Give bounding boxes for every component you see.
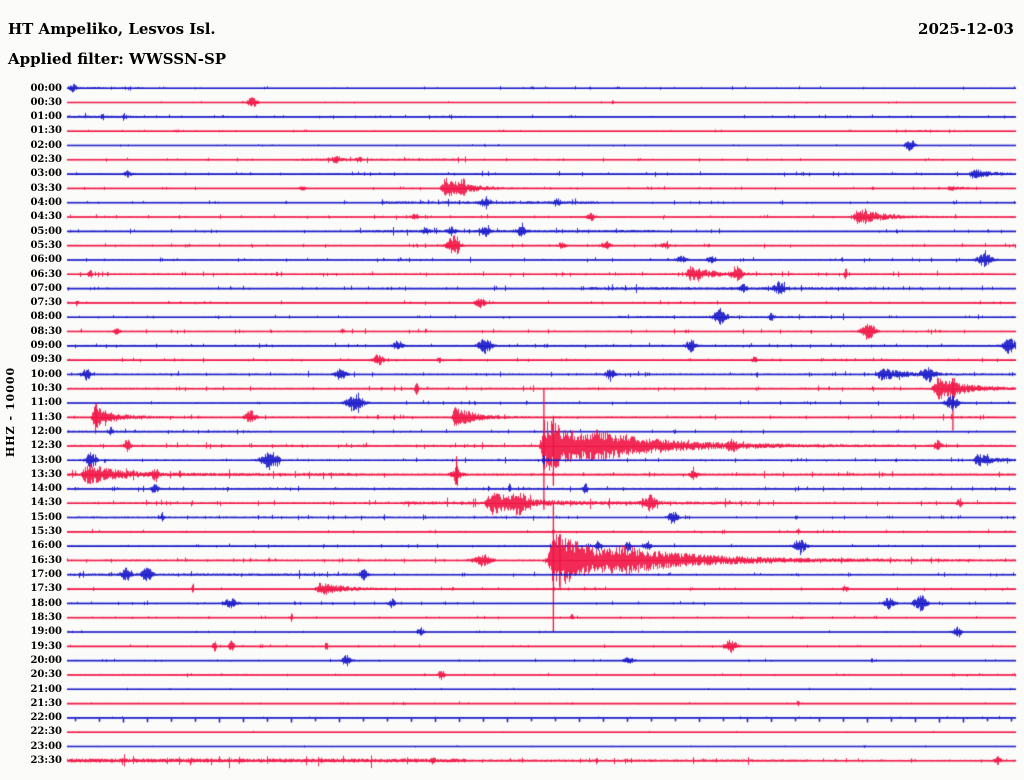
time-label: 13:00 [30, 454, 62, 466]
time-label: 05:30 [30, 239, 62, 251]
time-label: 01:30 [30, 125, 62, 137]
time-label: 03:00 [30, 168, 62, 180]
time-label: 04:00 [30, 196, 62, 208]
time-label: 07:00 [30, 282, 62, 294]
time-label: 12:30 [30, 440, 62, 452]
time-label: 11:30 [30, 411, 62, 423]
time-label: 05:00 [30, 225, 62, 237]
time-label: 21:00 [30, 683, 62, 695]
time-label: 19:30 [30, 640, 62, 652]
time-label: 09:00 [30, 340, 62, 352]
time-label: 22:30 [30, 726, 62, 738]
time-label: 16:00 [30, 540, 62, 552]
time-label: 00:00 [30, 82, 62, 94]
time-label: 15:00 [30, 511, 62, 523]
time-label: 20:30 [30, 669, 62, 681]
time-label: 14:30 [30, 497, 62, 509]
time-label: 08:30 [30, 325, 62, 337]
time-label: 00:30 [30, 96, 62, 108]
time-label: 21:30 [30, 697, 62, 709]
time-label: 22:00 [30, 712, 62, 724]
time-label: 18:30 [30, 611, 62, 623]
time-label: 04:30 [30, 211, 62, 223]
time-label: 06:30 [30, 268, 62, 280]
filter-label: Applied filter: WWSSN-SP [8, 50, 227, 68]
time-label: 11:00 [30, 397, 62, 409]
time-label: 14:00 [30, 483, 62, 495]
time-label: 12:00 [30, 425, 62, 437]
time-label: 06:00 [30, 254, 62, 266]
time-label: 10:30 [30, 383, 62, 394]
time-label: 13:30 [30, 468, 62, 480]
time-label: 17:30 [30, 583, 62, 595]
time-label: 10:00 [30, 368, 62, 380]
time-label: 02:00 [30, 139, 62, 151]
time-label: 01:00 [30, 111, 62, 123]
time-axis: 00:00 00:30 01:00 01:30 02:00 02:30 03:00 03:30… [0, 0, 62, 780]
time-label: 07:30 [30, 297, 62, 309]
date-label: 2025-12-03 [918, 20, 1014, 38]
time-label: 20:00 [30, 654, 62, 666]
time-label: 02:30 [30, 154, 62, 166]
time-label: 08:00 [30, 311, 62, 323]
time-label: 09:30 [30, 354, 62, 366]
time-label: 19:00 [30, 626, 62, 638]
time-label: 23:00 [30, 740, 62, 752]
time-label: 17:00 [30, 569, 62, 581]
station-title: HT Ampeliko, Lesvos Isl. [8, 20, 216, 38]
time-label: 15:30 [30, 526, 62, 538]
time-label: 16:30 [30, 554, 62, 566]
time-label: 18:00 [30, 597, 62, 609]
time-label: 03:30 [30, 182, 62, 194]
time-label: 23:30 [30, 755, 62, 767]
